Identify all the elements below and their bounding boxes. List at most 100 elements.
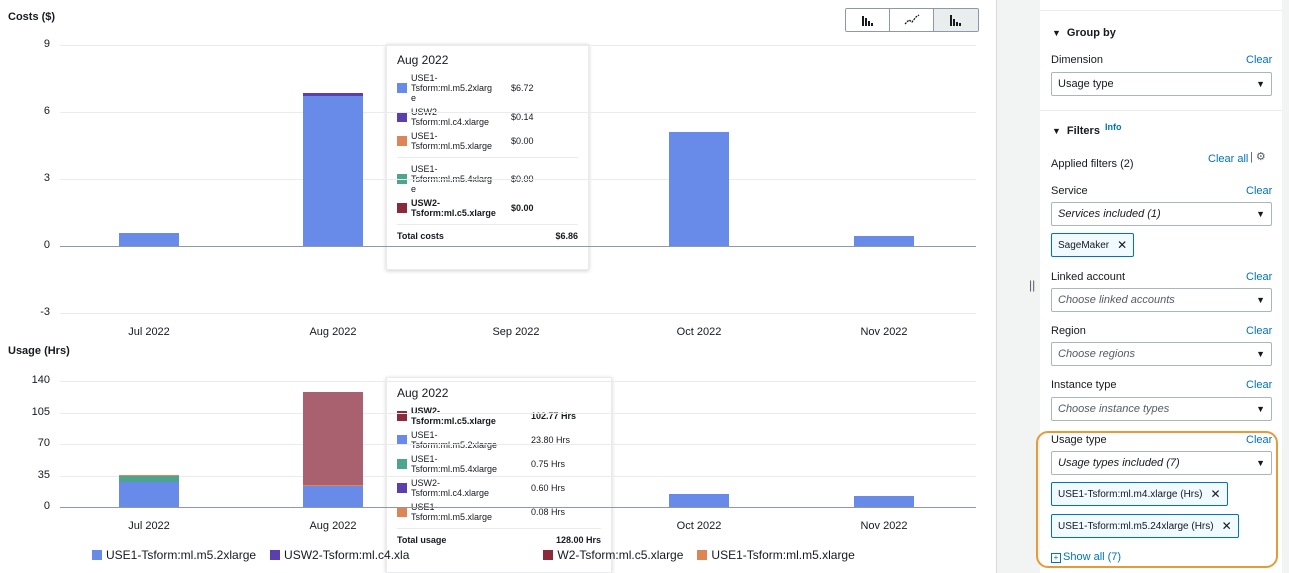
series-swatch	[397, 483, 407, 493]
costs-bar[interactable]	[303, 92, 363, 96]
stacked-bar-chart-icon[interactable]	[934, 9, 978, 31]
legend-item[interactable]: USW2-Tsform:ml.c4.xla	[270, 548, 409, 562]
dimension-select[interactable]: Usage type ▼	[1051, 72, 1272, 96]
tooltip-series-name: USE1- Tsform:ml.m5.xlarge	[411, 131, 493, 151]
bar-chart-icon[interactable]	[846, 9, 890, 31]
service-token: SageMaker ✕	[1051, 233, 1135, 257]
service-select-value: Services included (1)	[1058, 208, 1161, 220]
costs-y-tick: -3	[40, 306, 50, 318]
costs-x-tick: Jul 2022	[128, 326, 170, 338]
usage-bar[interactable]	[119, 475, 179, 477]
usage-gridline	[60, 507, 976, 508]
instance-type-clear-link[interactable]: Clear	[1246, 379, 1273, 391]
usage-y-tick: 140	[31, 374, 50, 386]
resize-handle[interactable]: ||	[1029, 278, 1036, 292]
legend-item[interactable]: USE1-Tsform:ml.m5.xlarge	[697, 548, 855, 562]
tooltip-series-value: 0.60 Hrs	[531, 483, 566, 493]
usage-token-label: USE1-Tsform:ml.m5.24xlarge (Hrs)	[1058, 520, 1214, 532]
usage-chart-title: Usage (Hrs)	[8, 345, 70, 357]
usage-bar[interactable]	[854, 496, 914, 507]
tooltip-series-value: $0.00	[511, 136, 534, 146]
tooltip-row: USW2- Tsform:ml.c5.xlarge $0.00	[397, 198, 578, 218]
linked-account-clear-link[interactable]: Clear	[1246, 271, 1273, 283]
tooltip-row: USE1- Tsform:ml.m5.xlarge 0.08 Hrs	[397, 502, 601, 522]
tooltip-series-name: USW2- Tsform:ml.c5.xlarge	[411, 406, 496, 426]
dimension-clear-link[interactable]: Clear	[1246, 54, 1273, 66]
filters-header[interactable]: ▼ Filters	[1052, 125, 1100, 137]
usage-y-tick: 105	[31, 405, 50, 418]
usage-gridline	[60, 444, 976, 445]
usage-tooltip: Aug 2022 USW2- Tsform:ml.c5.xlarge 102.77…	[386, 377, 612, 573]
usage-type-token-1: USE1-Tsform:ml.m4.xlarge (Hrs) ✕	[1051, 482, 1228, 506]
legend-swatch	[543, 550, 554, 560]
usage-gridline	[60, 475, 976, 477]
chart-legend: USE1-Tsform:ml.m5.2xlarge USW2-Tsform:ml.…	[92, 548, 869, 562]
linked-account-select[interactable]: Choose linked accounts ▼	[1051, 288, 1272, 312]
region-select[interactable]: Choose regions ▼	[1051, 342, 1272, 366]
costs-bar[interactable]	[669, 132, 729, 246]
costs-chart-title: Costs ($)	[8, 11, 56, 23]
instance-type-placeholder: Choose instance types	[1058, 403, 1170, 415]
tooltip-series-name: USE1- Tsform:ml.m5.2xlarg e	[411, 73, 493, 103]
series-swatch	[397, 411, 407, 421]
filters-info-link[interactable]: Info	[1105, 122, 1122, 132]
section-rule	[1040, 110, 1282, 111]
series-swatch	[397, 83, 407, 93]
costs-x-tick: Oct 2022	[676, 326, 722, 338]
legend-item[interactable]: W2-Tsform:ml.c5.xlarge	[543, 548, 683, 562]
clear-all-link[interactable]: Clear all	[1208, 153, 1249, 165]
service-token-label: SageMaker	[1058, 239, 1110, 251]
tooltip-row: USE1- Tsform:ml.m5.xlarge $0.00	[397, 131, 578, 151]
costs-gridline	[60, 246, 976, 247]
legend-item[interactable]: USE1-Tsform:ml.m5.2xlarge	[92, 548, 256, 562]
linked-account-placeholder: Choose linked accounts	[1058, 294, 1175, 306]
chart-type-toggle[interactable]	[845, 8, 979, 32]
costs-bar[interactable]	[119, 232, 179, 246]
remove-token-icon[interactable]: ✕	[1221, 519, 1232, 533]
usage-type-clear-link[interactable]: Clear	[1246, 434, 1273, 446]
usage-bar[interactable]	[303, 484, 363, 486]
instance-type-label: Instance type	[1051, 379, 1117, 391]
service-label: Service	[1051, 185, 1088, 197]
tooltip-series-value: $0.14	[511, 112, 534, 122]
usage-bar[interactable]	[119, 481, 179, 507]
remove-token-icon[interactable]: ✕	[1117, 238, 1128, 252]
usage-token-label: USE1-Tsform:ml.m4.xlarge (Hrs)	[1058, 488, 1203, 500]
settings-gear-icon[interactable]: | ⚙	[1250, 151, 1266, 163]
costs-tooltip: Aug 2022 USE1- Tsform:ml.m5.2xlarg e $6.7…	[386, 44, 589, 270]
tooltip-row: USW2- Tsform:ml.c5.xlarge 102.77 Hrs	[397, 406, 601, 426]
line-chart-icon[interactable]	[890, 9, 934, 31]
region-placeholder: Choose regions	[1058, 348, 1136, 360]
legend-swatch	[270, 550, 281, 560]
usage-bar[interactable]	[119, 476, 179, 482]
dropdown-arrow-icon: ▼	[1256, 79, 1265, 89]
service-clear-link[interactable]: Clear	[1246, 185, 1273, 197]
costs-bar[interactable]	[303, 95, 363, 246]
usage-bar[interactable]	[303, 392, 363, 485]
service-select[interactable]: Services included (1) ▼	[1051, 202, 1272, 226]
usage-type-token-2: USE1-Tsform:ml.m5.24xlarge (Hrs) ✕	[1051, 514, 1239, 538]
usage-tooltip-total-value: 128.00 Hrs	[555, 535, 601, 545]
remove-token-icon[interactable]: ✕	[1210, 487, 1221, 501]
costs-y-tick: 9	[43, 38, 50, 50]
usage-y-tick: 35	[37, 468, 50, 481]
tooltip-row: USW2- Tsform:ml.c4.xlarge $0.14	[397, 107, 578, 127]
group-by-header[interactable]: ▼ Group by	[1052, 27, 1116, 39]
costs-gridline	[60, 179, 976, 180]
tooltip-row: USW2- Tsform:ml.c4.xlarge 0.60 Hrs	[397, 478, 601, 498]
show-all-link[interactable]: + Show all (7)	[1051, 551, 1121, 563]
usage-gridline	[60, 381, 976, 382]
costs-bar[interactable]	[854, 235, 914, 246]
costs-tooltip-total-label: Total costs	[397, 231, 444, 241]
usage-x-tick: Oct 2022	[676, 520, 722, 532]
panel-top-rule	[1040, 10, 1282, 11]
instance-type-select[interactable]: Choose instance types ▼	[1051, 397, 1272, 421]
usage-bar[interactable]	[303, 485, 363, 507]
legend-swatch	[92, 550, 102, 560]
usage-bar[interactable]	[669, 493, 729, 507]
tooltip-series-name: USW2- Tsform:ml.c5.xlarge	[411, 198, 496, 218]
tooltip-series-value: 0.08 Hrs	[531, 507, 566, 517]
costs-y-tick: 3	[43, 172, 50, 184]
usage-type-select[interactable]: Usage types included (7) ▼	[1051, 451, 1272, 475]
region-clear-link[interactable]: Clear	[1246, 325, 1273, 337]
